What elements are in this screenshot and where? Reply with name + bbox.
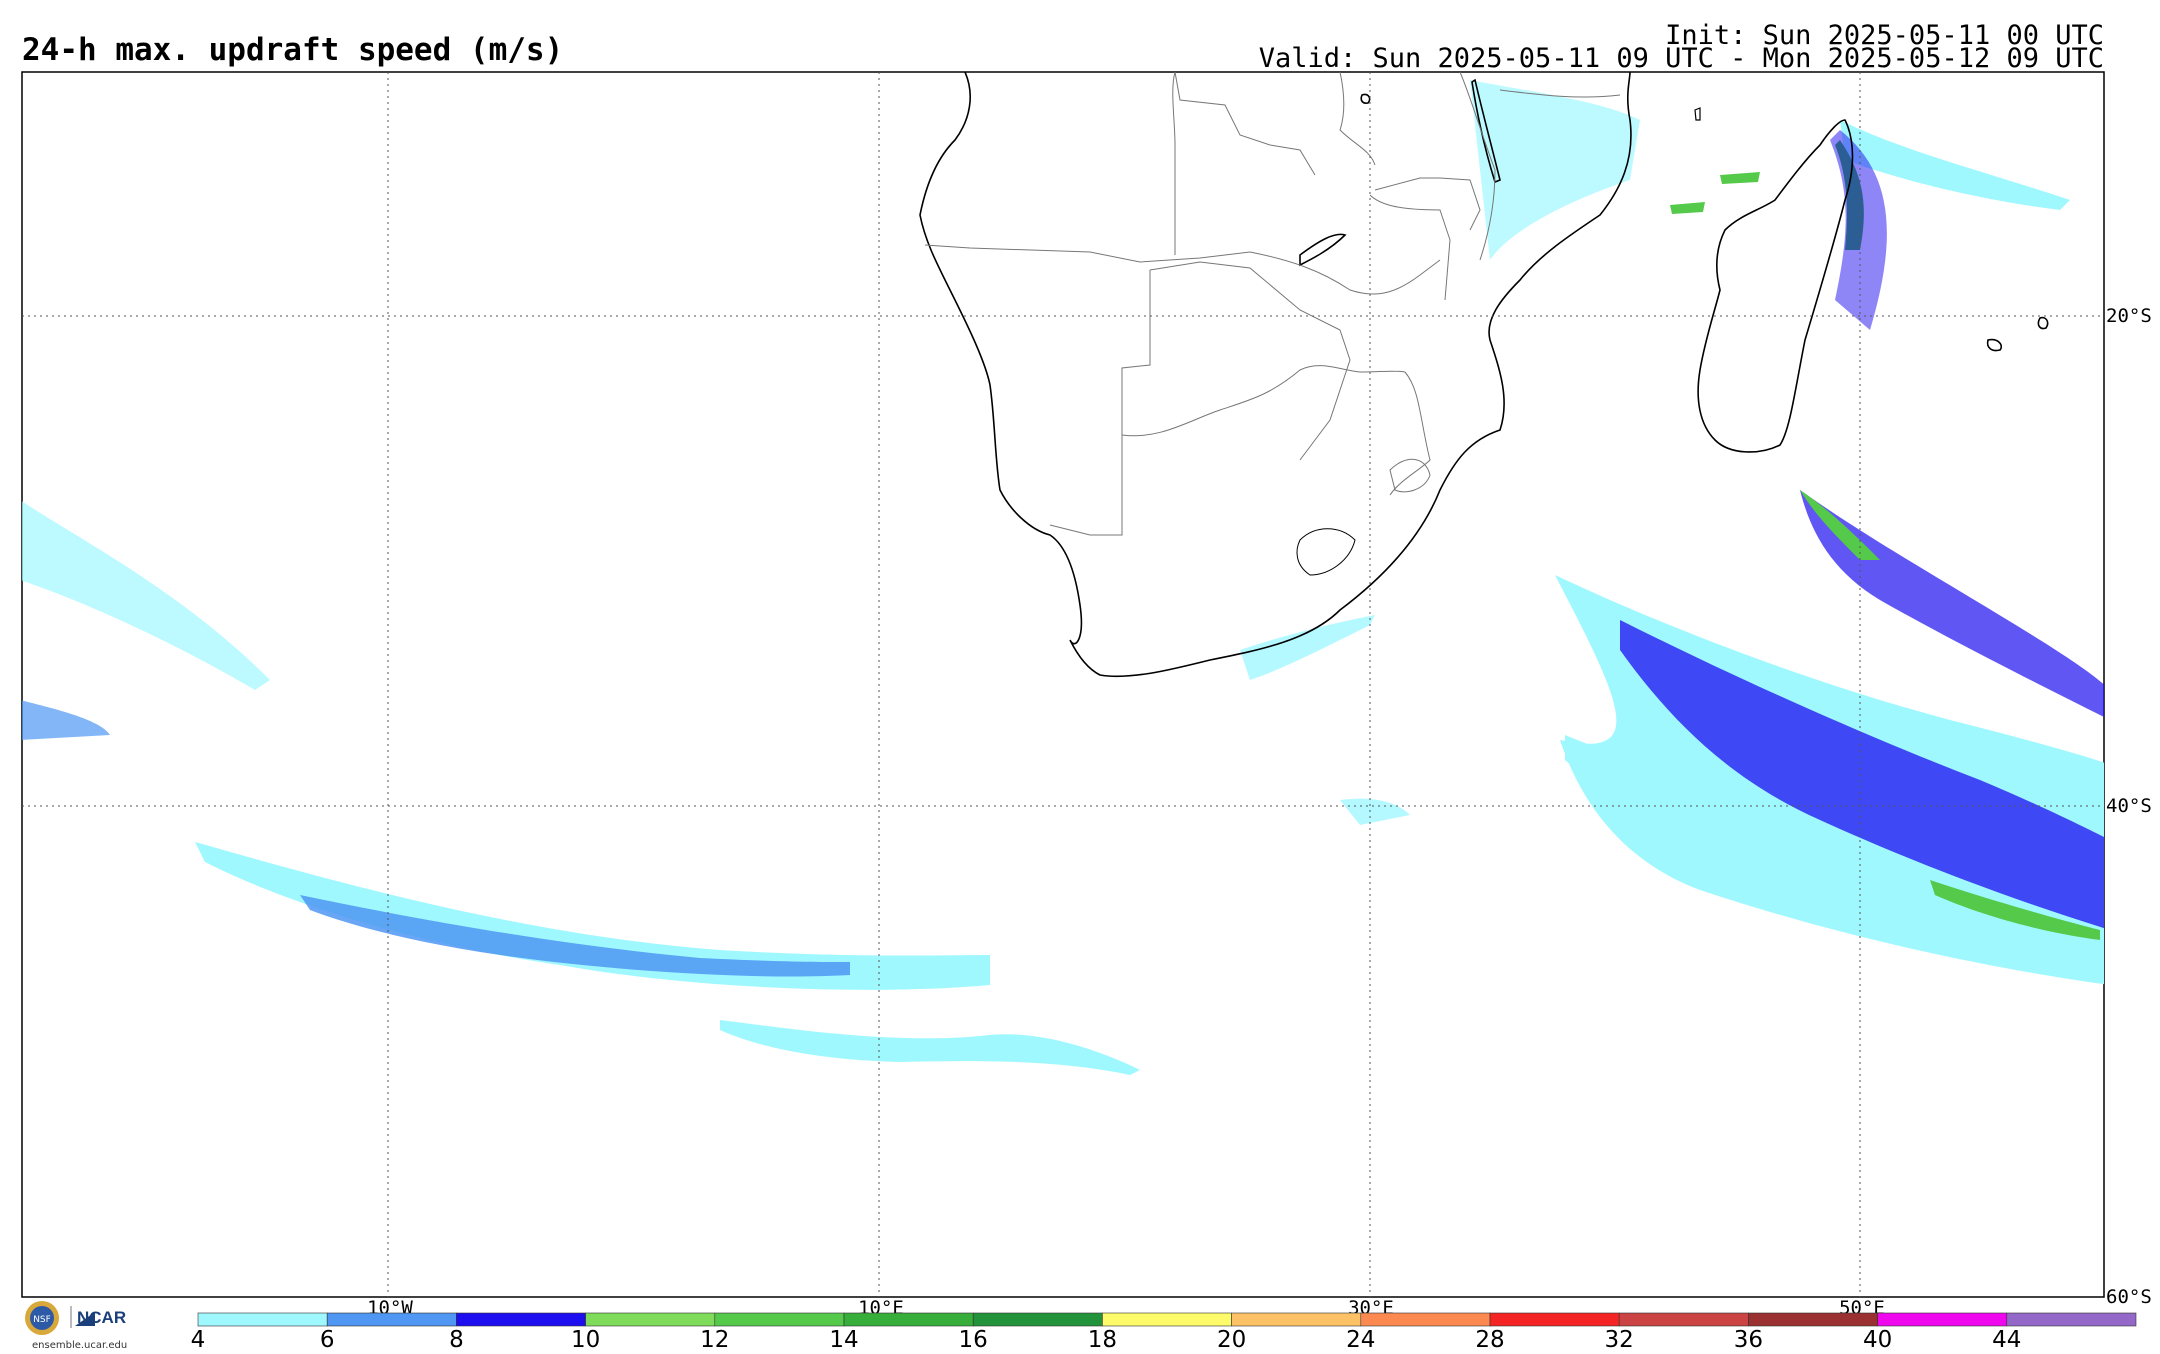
lat-label-60s: 60°S xyxy=(2106,1286,2152,1308)
branding: NSF NCAR ensemble.ucar.edu xyxy=(22,1298,162,1354)
colorbar-swatch xyxy=(714,1312,845,1327)
colorbar-tick-label: 28 xyxy=(1475,1327,1504,1353)
colorbar-tick-label: 18 xyxy=(1088,1327,1117,1353)
island-reunion xyxy=(2037,316,2049,330)
colorbar-swatch xyxy=(843,1312,974,1327)
colorbar-swatch xyxy=(1748,1312,1878,1327)
country-borders xyxy=(924,72,1621,536)
nsf-logo-icon: NSF xyxy=(25,1301,59,1335)
valid-time: Valid: Sun 2025-05-11 09 UTC - Mon 2025-… xyxy=(1258,43,2104,74)
lake-kariba xyxy=(1299,233,1347,267)
colorbar-tick-label: 8 xyxy=(449,1327,464,1353)
colorbar-tick-label: 4 xyxy=(191,1327,206,1353)
page-title: 24-h max. updraft speed (m/s) xyxy=(22,32,564,68)
colorbar: 4 6 8 10 12 14 16 18 20 24 28 32 36 40 44 xyxy=(191,1312,2137,1353)
colorbar-swatch xyxy=(1231,1312,1362,1327)
colorbar-tick-label: 10 xyxy=(571,1327,600,1353)
ncar-label: NCAR xyxy=(77,1308,127,1327)
ncar-logo-icon xyxy=(70,1306,95,1328)
colorbar-swatch xyxy=(197,1312,328,1327)
colorbar-swatch xyxy=(1877,1312,2008,1327)
island-mauritius xyxy=(1986,338,2003,352)
africa-coast xyxy=(919,72,1632,678)
lat-label-40s: 40°S xyxy=(2106,795,2152,817)
colorbar-tick-label: 32 xyxy=(1605,1327,1634,1353)
colorbar-tick-label: 12 xyxy=(700,1327,729,1353)
site-url: ensemble.ucar.edu xyxy=(32,1340,128,1351)
colorbar-swatch xyxy=(1102,1312,1232,1327)
svg-text:NSF: NSF xyxy=(33,1315,51,1325)
colorbar-swatch xyxy=(326,1312,457,1327)
island-comoros xyxy=(1360,93,1371,104)
updraft-field-indian-ocean xyxy=(1240,80,2104,985)
colorbar-tick-label: 20 xyxy=(1217,1327,1246,1353)
coastlines xyxy=(919,72,2049,678)
colorbar-tick-label: 16 xyxy=(959,1327,988,1353)
colorbar-swatch xyxy=(2006,1312,2137,1327)
colorbar-swatch xyxy=(456,1312,586,1327)
colorbar-swatch xyxy=(585,1312,716,1327)
init-time: Init: Sun 2025-05-11 00 UTC xyxy=(1665,20,2104,51)
colorbar-tick-label: 40 xyxy=(1863,1327,1892,1353)
colorbar-swatch xyxy=(1618,1312,1749,1327)
madagascar-coast xyxy=(1697,119,1854,453)
lesotho-border xyxy=(1296,528,1356,576)
colorbar-tick-label: 6 xyxy=(320,1327,335,1353)
colorbar-swatch xyxy=(1489,1312,1620,1327)
lat-label-20s: 20°S xyxy=(2106,305,2152,327)
latitude-labels: 20°S 40°S 60°S xyxy=(2106,305,2152,1308)
colorbar-tick-label: 24 xyxy=(1346,1327,1375,1353)
colorbar-swatch xyxy=(972,1312,1103,1327)
mozambique-channel-island xyxy=(1694,107,1701,121)
colorbar-tick-label: 14 xyxy=(829,1327,858,1353)
colorbar-swatch xyxy=(1360,1312,1491,1327)
colorbar-tick-label: 44 xyxy=(1992,1327,2021,1353)
updraft-field-south-atlantic xyxy=(22,501,1140,1075)
colorbar-tick-label: 36 xyxy=(1734,1327,1763,1353)
graticule xyxy=(22,72,2104,1297)
